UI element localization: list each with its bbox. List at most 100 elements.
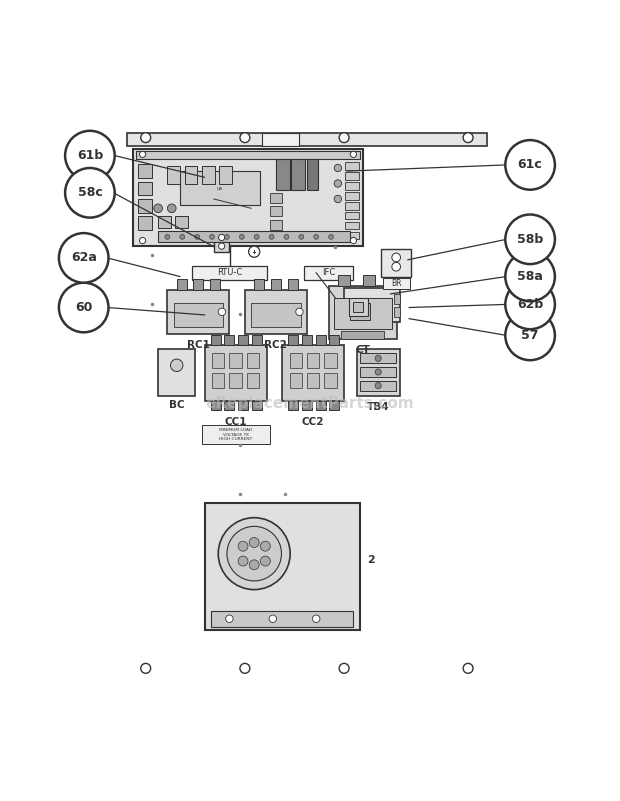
Bar xyxy=(193,279,203,290)
Text: BC: BC xyxy=(169,400,185,410)
Bar xyxy=(158,231,350,243)
Bar xyxy=(290,373,302,388)
Bar xyxy=(338,275,350,286)
Circle shape xyxy=(339,133,349,143)
Circle shape xyxy=(375,383,381,388)
Bar xyxy=(349,298,368,316)
Bar xyxy=(224,400,234,410)
Circle shape xyxy=(141,663,151,674)
Circle shape xyxy=(392,263,401,271)
Bar xyxy=(345,192,359,199)
Bar xyxy=(334,298,392,329)
Circle shape xyxy=(59,233,108,283)
Bar xyxy=(251,304,301,328)
Circle shape xyxy=(284,235,289,239)
Bar xyxy=(345,172,359,179)
Circle shape xyxy=(59,283,108,332)
Circle shape xyxy=(505,140,555,190)
Circle shape xyxy=(240,133,250,143)
Bar xyxy=(158,215,170,228)
Bar xyxy=(290,353,302,368)
Bar xyxy=(288,335,298,344)
Bar xyxy=(345,183,359,190)
Bar xyxy=(329,400,339,410)
Circle shape xyxy=(463,663,473,674)
Text: RC2: RC2 xyxy=(265,340,287,350)
Bar xyxy=(247,353,259,368)
Bar xyxy=(158,349,195,396)
Bar xyxy=(136,151,360,159)
Circle shape xyxy=(339,663,349,674)
Circle shape xyxy=(312,615,320,622)
Circle shape xyxy=(170,359,183,372)
Circle shape xyxy=(249,537,259,547)
Bar xyxy=(383,278,410,289)
Bar xyxy=(247,373,259,388)
Circle shape xyxy=(269,615,277,622)
Circle shape xyxy=(463,133,473,143)
Text: 61b: 61b xyxy=(77,149,103,162)
Text: IFC: IFC xyxy=(322,268,335,277)
Text: 60: 60 xyxy=(75,301,92,314)
Bar xyxy=(167,166,180,183)
Circle shape xyxy=(140,151,146,158)
Bar xyxy=(353,302,363,312)
Bar xyxy=(307,373,319,388)
Bar xyxy=(363,275,375,286)
Bar xyxy=(252,400,262,410)
Circle shape xyxy=(239,235,244,239)
Text: BR: BR xyxy=(391,279,401,288)
Bar xyxy=(133,150,363,245)
Bar xyxy=(224,335,234,344)
Bar xyxy=(180,171,260,205)
Circle shape xyxy=(334,164,342,171)
Circle shape xyxy=(375,355,381,361)
Bar xyxy=(185,166,197,183)
Bar xyxy=(205,344,267,400)
Bar xyxy=(345,212,359,219)
Text: RTU-C: RTU-C xyxy=(217,268,242,277)
Bar xyxy=(214,231,229,252)
Bar xyxy=(329,286,397,339)
Bar xyxy=(394,295,400,304)
Bar xyxy=(288,279,298,290)
Text: MINIMUM LOAD
VOLTAGE TK
HIGH CURRENT: MINIMUM LOAD VOLTAGE TK HIGH CURRENT xyxy=(219,428,252,441)
Bar xyxy=(245,290,307,333)
Bar xyxy=(121,131,493,676)
Bar xyxy=(252,335,262,344)
Circle shape xyxy=(210,235,215,239)
Bar xyxy=(345,231,359,239)
Circle shape xyxy=(167,204,176,212)
Bar xyxy=(345,163,359,170)
Bar xyxy=(341,331,384,339)
Circle shape xyxy=(141,133,151,143)
Bar xyxy=(138,182,152,195)
Text: TB4: TB4 xyxy=(367,401,389,412)
Circle shape xyxy=(218,517,290,590)
Circle shape xyxy=(226,615,233,622)
Text: 62a: 62a xyxy=(71,252,97,264)
Bar xyxy=(270,220,282,230)
Circle shape xyxy=(240,663,250,674)
Circle shape xyxy=(329,235,334,239)
Circle shape xyxy=(299,235,304,239)
Text: RC1: RC1 xyxy=(187,340,210,350)
Bar xyxy=(229,373,242,388)
Circle shape xyxy=(249,560,259,570)
Bar xyxy=(211,400,221,410)
Bar xyxy=(229,353,242,368)
Circle shape xyxy=(249,246,260,257)
Circle shape xyxy=(165,235,170,239)
Bar xyxy=(270,207,282,216)
Bar xyxy=(316,400,326,410)
Bar xyxy=(360,380,396,391)
Circle shape xyxy=(238,541,248,551)
Bar xyxy=(238,335,248,344)
Circle shape xyxy=(334,195,342,203)
Bar xyxy=(219,166,232,183)
Text: 58a: 58a xyxy=(517,270,543,283)
Circle shape xyxy=(218,243,224,249)
Circle shape xyxy=(350,237,356,244)
Circle shape xyxy=(314,235,319,239)
Bar xyxy=(288,400,298,410)
